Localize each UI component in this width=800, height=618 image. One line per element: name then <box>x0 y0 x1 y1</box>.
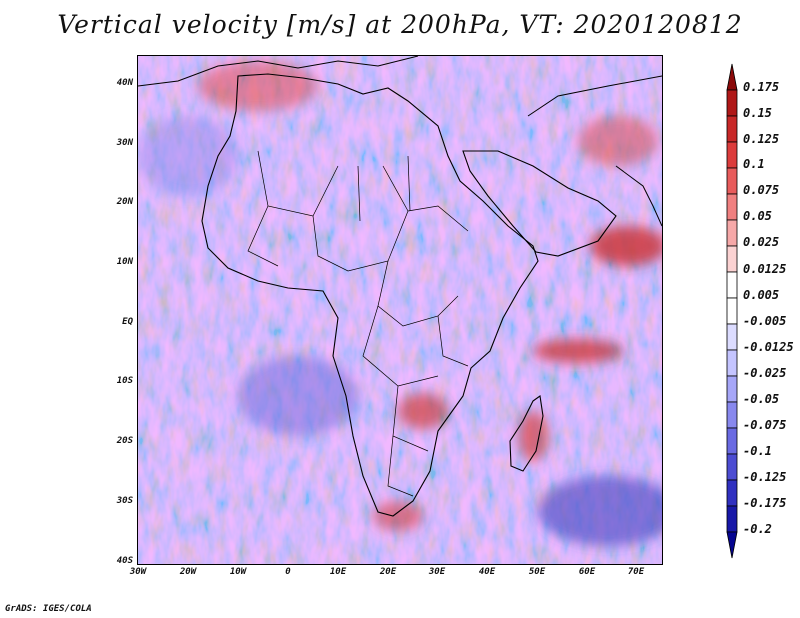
colorbar-label: 0.075 <box>743 183 780 197</box>
lat-label-20n: 20N <box>116 197 133 207</box>
colorbar-swatch <box>726 375 738 403</box>
arabia-outline <box>462 150 617 257</box>
lat-label-30s: 30S <box>116 496 133 506</box>
colorbar-label: -0.05 <box>743 392 780 406</box>
colorbar-swatch <box>726 297 738 325</box>
colorbar-label: -0.2 <box>743 522 772 536</box>
colorbar-label: -0.0125 <box>743 340 794 354</box>
lon-label-30w: 30W <box>129 567 147 577</box>
map-plot <box>137 55 663 565</box>
colorbar-swatch <box>726 349 738 377</box>
page-title: Vertical velocity [m/s] at 200hPa, VT: 2… <box>57 10 743 39</box>
lon-label-20e: 20E <box>379 567 397 577</box>
footer-credit: GrADS: IGES/COLA <box>5 604 92 614</box>
colorbar-swatch <box>726 141 738 169</box>
colorbar-swatch <box>726 115 738 143</box>
colorbar-swatch <box>726 323 738 351</box>
velocity-map <box>138 56 662 564</box>
colorbar-swatch <box>726 89 738 117</box>
velocity-features <box>138 61 662 546</box>
lat-label-40s: 40S <box>116 556 133 566</box>
colorbar-label: -0.1 <box>743 444 772 458</box>
asia-coastline <box>527 75 662 117</box>
lon-label-70e: 70E <box>627 567 645 577</box>
colorbar-label: -0.175 <box>743 496 787 510</box>
colorbar-label: 0.1 <box>743 157 765 171</box>
country-borders <box>247 150 469 497</box>
lon-label-50e: 50E <box>528 567 546 577</box>
lon-label-30e: 30E <box>428 567 446 577</box>
colorbar-swatch <box>726 505 738 533</box>
colorbar-swatch <box>726 193 738 221</box>
africa-coastline <box>201 73 539 517</box>
colorbar-swatch <box>726 167 738 195</box>
colorbar <box>726 63 738 559</box>
colorbar-label: 0.05 <box>743 209 772 223</box>
colorbar-arrow-bottom <box>726 531 738 559</box>
colorbar-swatch <box>726 401 738 429</box>
colorbar-label: 0.0125 <box>743 262 787 276</box>
colorbar-label: -0.025 <box>743 366 787 380</box>
lon-label-10e: 10E <box>329 567 347 577</box>
colorbar-arrow-top <box>726 63 738 91</box>
colorbar-swatch <box>726 427 738 455</box>
colorbar-swatch <box>726 219 738 247</box>
lon-label-0: 0 <box>285 567 291 577</box>
colorbar-swatch <box>726 271 738 299</box>
colorbar-label: -0.125 <box>743 470 787 484</box>
colorbar-label: 0.025 <box>743 235 780 249</box>
lat-label-40n: 40N <box>116 78 133 88</box>
india-coastline <box>615 165 662 227</box>
lat-label-10n: 10N <box>116 257 133 267</box>
colorbar-label: 0.15 <box>743 106 772 120</box>
colorbar-swatch <box>726 245 738 273</box>
colorbar-label: 0.005 <box>743 288 780 302</box>
colorbar-swatch <box>726 479 738 507</box>
colorbar-swatch <box>726 453 738 481</box>
lon-label-40e: 40E <box>478 567 496 577</box>
europe-coastline <box>138 56 419 87</box>
colorbar-label: -0.075 <box>743 418 787 432</box>
lon-label-60e: 60E <box>578 567 596 577</box>
lon-label-20w: 20W <box>179 567 197 577</box>
madagascar-outline <box>509 395 544 472</box>
colorbar-label: 0.125 <box>743 132 780 146</box>
lat-label-10s: 10S <box>116 376 133 386</box>
lat-label-eq: EQ <box>122 317 133 327</box>
lon-label-10w: 10W <box>229 567 247 577</box>
colorbar-label: -0.005 <box>743 314 787 328</box>
lat-label-30n: 30N <box>116 138 133 148</box>
lat-label-20s: 20S <box>116 436 133 446</box>
colorbar-label: 0.175 <box>743 80 780 94</box>
